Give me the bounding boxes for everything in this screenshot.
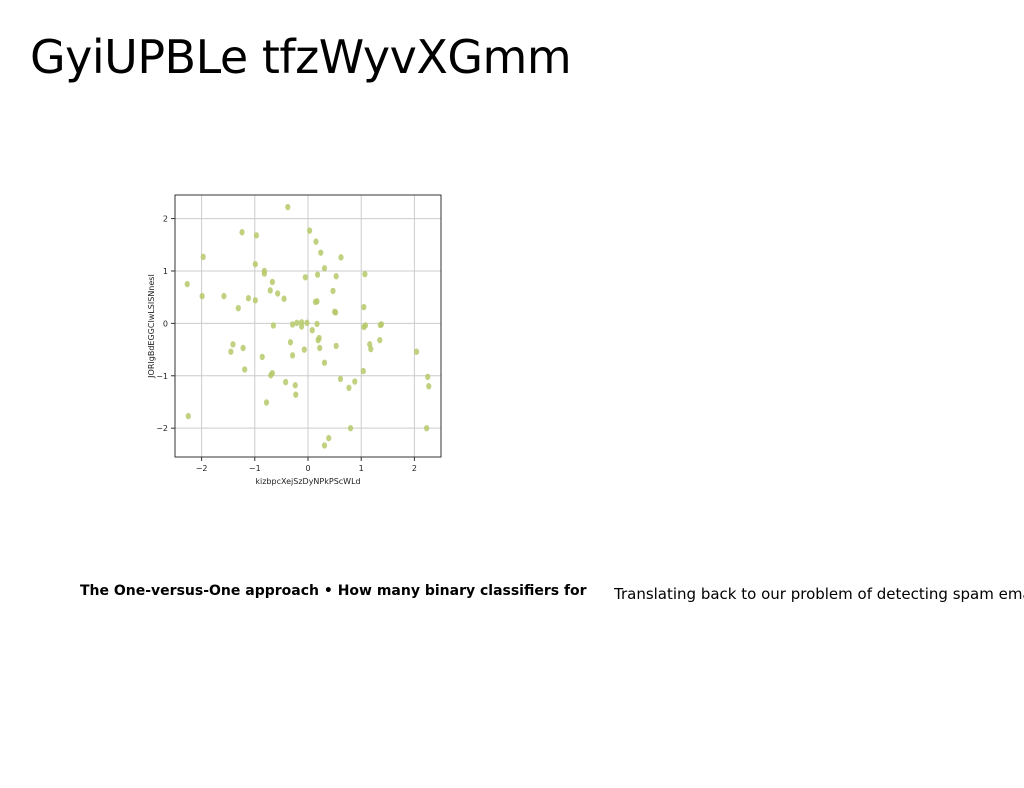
scatter-point [289, 321, 296, 328]
x-tick-label: −1 [249, 464, 261, 473]
y-tick-label: 1 [163, 267, 168, 276]
scatter-point [269, 278, 275, 286]
scatter-point [263, 399, 270, 406]
scatter-point [315, 336, 321, 344]
x-tick-label: 2 [412, 464, 417, 473]
y-axis-label: JORIgBdEGGCIwLSISNnesI [147, 274, 156, 379]
scatter-point [294, 319, 300, 327]
scatter-point [306, 227, 313, 234]
scatter-point [337, 375, 344, 383]
scatter-point [309, 326, 315, 334]
scatter-point [199, 292, 205, 300]
scatter-point [289, 352, 296, 359]
scatter-point [361, 303, 367, 311]
scatter-point [299, 323, 305, 330]
scatter-point [200, 253, 206, 261]
scatter-point [426, 383, 432, 390]
y-tick-label: −1 [156, 372, 168, 381]
scatter-point [424, 424, 430, 432]
scatter-point [314, 320, 320, 328]
scatter-point [302, 274, 308, 281]
scatter-point [314, 271, 321, 278]
scatter-point [361, 323, 367, 331]
grid-lines [175, 195, 441, 457]
scatter-point [326, 434, 332, 442]
scatter-point [259, 353, 265, 361]
scatter-point [235, 304, 241, 312]
scatter-point [321, 442, 328, 449]
scatter-point [368, 345, 374, 353]
scatter-point [253, 232, 259, 239]
scatter-point [347, 424, 354, 432]
scatter-point [252, 260, 258, 268]
scatter-point [270, 322, 277, 329]
scatter-point [352, 378, 358, 385]
scatter-point [221, 292, 227, 300]
y-tick-label: 0 [163, 319, 168, 328]
scatter-point [346, 384, 352, 392]
scatter-point [338, 254, 344, 261]
scatter-point [268, 372, 274, 379]
caption-one-versus-one: The One-versus-One approach • How many b… [80, 583, 587, 599]
scatter-point [313, 238, 319, 245]
y-tick-label: 2 [163, 215, 168, 224]
scatter-point [360, 367, 366, 375]
scatter-chart: −2 −1 0 1 2 −2 −1 0 1 2 kizbpcXejSzDyNPkPScWLd JO… [147, 194, 442, 486]
scatter-point [228, 348, 234, 355]
scatter-point [378, 321, 385, 328]
x-tick-label: −2 [196, 464, 208, 473]
scatter-point [321, 359, 328, 366]
scatter-point [330, 287, 336, 295]
scatter-point [425, 373, 431, 381]
scatter-point [362, 270, 368, 278]
scatter-point [275, 290, 281, 297]
y-tick-label: −2 [156, 424, 168, 433]
scatter-point [287, 339, 294, 346]
scatter-point [252, 297, 258, 304]
scatter-point [413, 348, 420, 355]
axis-ticks: −2 −1 0 1 2 −2 −1 0 1 2 [156, 215, 417, 473]
scatter-point [242, 366, 248, 373]
scatter-point [261, 270, 267, 277]
scatter-point [333, 273, 339, 280]
x-axis-label: kizbpcXejSzDyNPkPScWLd [255, 477, 360, 486]
data-points [184, 203, 432, 449]
slide-title: GyiUPBLe tfzWyvXGmm [30, 30, 572, 84]
scatter-point [301, 346, 307, 353]
scatter-point [318, 249, 324, 256]
scatter-point [321, 265, 328, 272]
scatter-point [267, 287, 273, 294]
scatter-point [377, 336, 383, 344]
scatter-point [304, 319, 310, 327]
scatter-point [281, 295, 287, 302]
scatter-point [333, 342, 339, 350]
scatter-point [293, 391, 299, 398]
scatter-point [283, 378, 289, 386]
scatter-point [185, 412, 191, 420]
x-tick-label: 1 [359, 464, 364, 473]
scatter-point [292, 382, 298, 389]
scatter-point [240, 344, 246, 352]
scatter-point [245, 295, 252, 302]
scatter-point [332, 308, 338, 316]
scatter-point [230, 341, 236, 348]
scatter-point [312, 298, 319, 306]
scatter-point [317, 344, 323, 352]
scatter-point [285, 203, 291, 211]
caption-spam-detection: Translating back to our problem of detec… [614, 585, 1024, 603]
scatter-point [184, 280, 190, 288]
x-tick-label: 0 [305, 464, 310, 473]
scatter-point [239, 229, 245, 236]
